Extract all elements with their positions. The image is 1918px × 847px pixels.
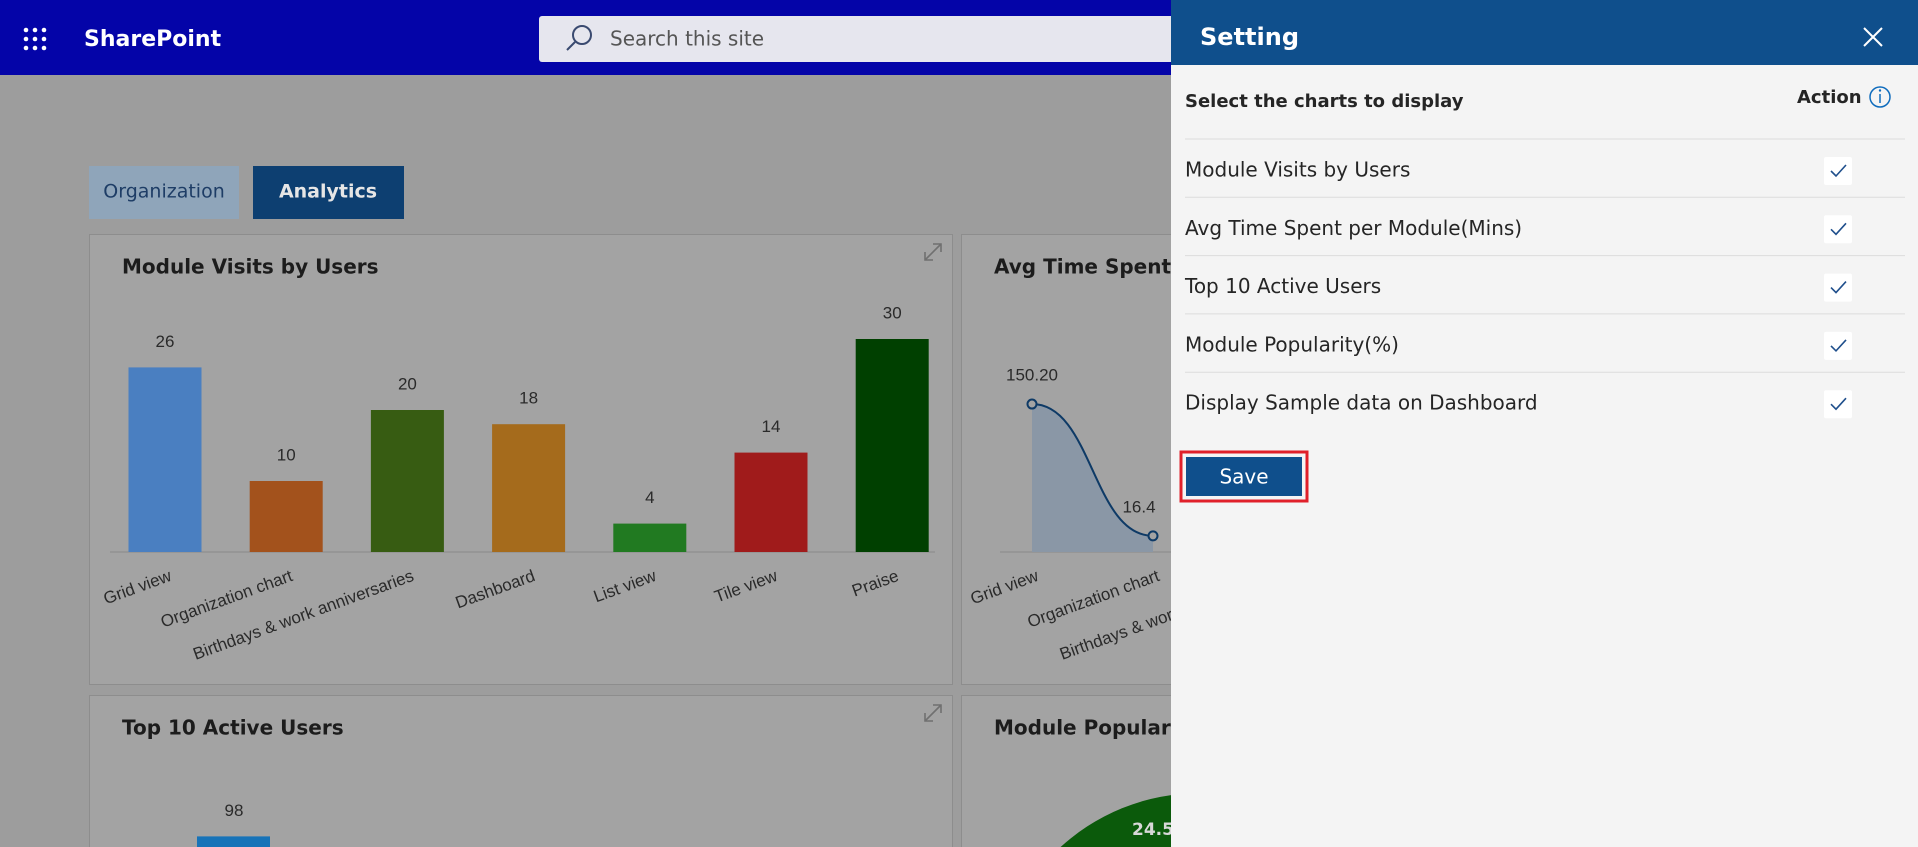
app-launcher[interactable] <box>23 27 47 51</box>
panel-heading: Select the charts to display <box>1185 91 1464 112</box>
panel-body <box>1171 0 1918 847</box>
checkbox[interactable] <box>1824 157 1852 185</box>
save-label[interactable]: Save <box>1219 465 1268 489</box>
option-label: Module Popularity(%) <box>1185 332 1399 356</box>
bar <box>734 452 808 552</box>
pie-slice <box>1060 793 1200 847</box>
option-label: Avg Time Spent per Module(Mins) <box>1185 216 1522 240</box>
panel-title: Setting <box>1200 23 1299 51</box>
card-title: Top 10 Active Users <box>122 716 344 740</box>
bar <box>492 424 566 552</box>
checkbox[interactable] <box>1824 215 1852 244</box>
action-label: Action <box>1797 87 1862 108</box>
data-label: 24.5 <box>1132 820 1174 840</box>
app-name[interactable]: SharePoint <box>84 27 222 52</box>
area <box>1032 404 1153 552</box>
tab-label[interactable]: Organization <box>103 181 224 203</box>
tab[interactable] <box>89 166 239 219</box>
expand-icon[interactable] <box>924 704 942 722</box>
check-mark <box>1830 339 1847 353</box>
panel-header <box>1171 0 1918 65</box>
check-mark <box>1830 281 1847 294</box>
line <box>1031 403 1154 537</box>
option-label: Display Sample data on Dashboard <box>1185 391 1538 415</box>
search-box[interactable] <box>539 16 1239 62</box>
card <box>89 695 953 847</box>
option-label: Module Visits by Users <box>1185 158 1410 182</box>
checkbox[interactable] <box>1824 331 1852 360</box>
check-mark <box>1830 222 1847 236</box>
data-label: 14 <box>762 417 781 436</box>
bar <box>855 339 929 552</box>
point <box>1147 530 1159 542</box>
point <box>1026 398 1038 410</box>
tab-label[interactable]: Analytics <box>279 181 377 203</box>
tab[interactable] <box>253 166 404 219</box>
search-placeholder[interactable]: Search this site <box>610 27 764 51</box>
close-button[interactable] <box>1863 27 1883 47</box>
checkbox[interactable] <box>1824 273 1852 302</box>
highlight <box>1179 450 1309 503</box>
bar <box>249 481 323 552</box>
data-label: 26 <box>156 332 175 351</box>
checkbox[interactable] <box>1824 390 1852 419</box>
bar <box>613 523 687 552</box>
data-label: 4 <box>645 488 654 507</box>
data-label: 10 <box>277 445 296 464</box>
data-label: 20 <box>398 374 417 393</box>
check-mark <box>1830 164 1847 178</box>
expand-icon[interactable] <box>924 243 942 261</box>
bar <box>197 836 270 847</box>
bar <box>128 367 202 552</box>
info-icon[interactable] <box>1869 86 1891 108</box>
data-label: 18 <box>519 389 538 408</box>
data-label: 98 <box>225 801 244 820</box>
search-icon <box>566 25 592 51</box>
data-label: 16.4 <box>1122 497 1155 516</box>
data-label: 150.20 <box>1006 366 1058 385</box>
option-label: Top 10 Active Users <box>1184 274 1381 298</box>
check-mark <box>1830 397 1847 411</box>
save-button[interactable] <box>1186 457 1302 496</box>
card-title: Module Visits by Users <box>122 255 379 279</box>
data-label: 30 <box>883 303 902 322</box>
options: Module Visits by Users Avg Time Spent per… <box>1184 138 1905 419</box>
settings-panel: Setting Select the charts to display Act… <box>1171 0 1918 847</box>
bar <box>370 410 444 552</box>
